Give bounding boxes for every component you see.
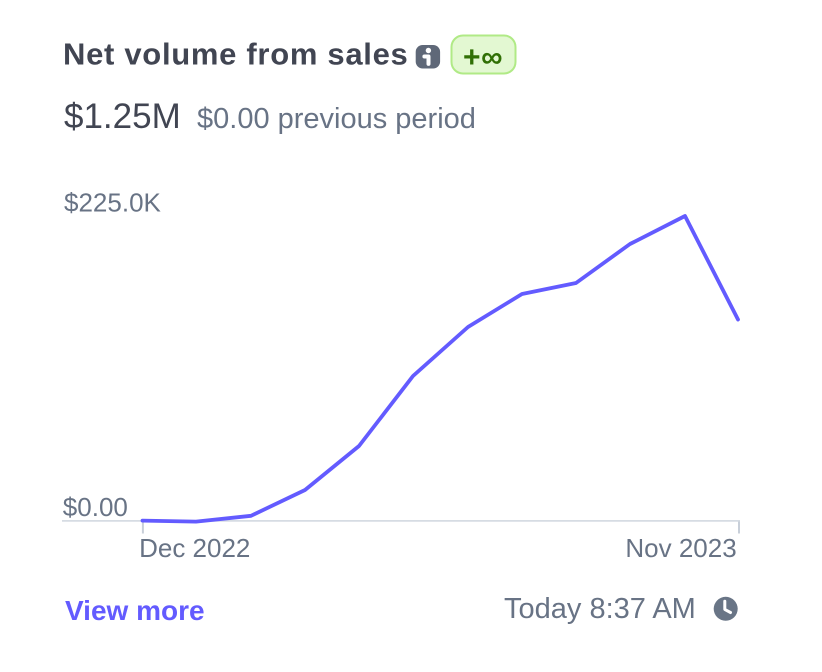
svg-text:$1.25M: $1.25M (64, 97, 181, 136)
svg-text:View more: View more (65, 595, 205, 626)
svg-text:+∞: +∞ (463, 41, 503, 74)
svg-text:Dec 2022: Dec 2022 (139, 533, 250, 563)
svg-text:Today 8:37 AM: Today 8:37 AM (504, 593, 696, 625)
svg-text:$0.00 previous period: $0.00 previous period (197, 103, 476, 135)
svg-text:$0.00: $0.00 (63, 492, 128, 522)
svg-text:Net volume from sales: Net volume from sales (63, 37, 408, 72)
svg-text:Nov 2023: Nov 2023 (625, 533, 736, 563)
svg-text:$225.0K: $225.0K (64, 188, 162, 218)
